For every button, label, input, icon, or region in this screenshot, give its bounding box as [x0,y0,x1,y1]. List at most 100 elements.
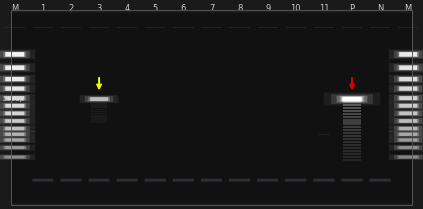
FancyBboxPatch shape [399,146,417,149]
Bar [343,101,361,103]
FancyBboxPatch shape [394,132,423,137]
FancyBboxPatch shape [389,137,423,143]
FancyBboxPatch shape [398,76,419,82]
FancyBboxPatch shape [337,96,367,103]
Bar [145,27,165,28]
Bar [343,147,361,149]
FancyBboxPatch shape [5,138,25,141]
FancyBboxPatch shape [394,64,423,71]
FancyBboxPatch shape [5,127,25,130]
Bar [343,104,361,106]
FancyBboxPatch shape [399,127,417,130]
FancyBboxPatch shape [0,95,30,101]
Bar [343,122,361,125]
Bar [343,116,361,119]
FancyBboxPatch shape [398,103,419,108]
FancyBboxPatch shape [3,155,26,159]
Bar [343,132,361,134]
Text: 2: 2 [69,4,74,13]
FancyBboxPatch shape [5,52,25,57]
FancyBboxPatch shape [398,86,419,91]
Text: 11: 11 [319,4,329,13]
FancyBboxPatch shape [394,76,423,82]
Bar [91,115,107,117]
Bar [33,27,53,28]
FancyBboxPatch shape [5,146,25,149]
FancyBboxPatch shape [389,117,423,125]
FancyBboxPatch shape [3,96,26,101]
Bar [91,106,107,108]
FancyBboxPatch shape [399,52,417,57]
FancyBboxPatch shape [394,51,423,58]
FancyBboxPatch shape [394,155,423,159]
Bar [343,159,361,161]
FancyBboxPatch shape [80,95,118,103]
Bar [286,27,306,28]
Bar [61,27,81,28]
FancyBboxPatch shape [85,96,113,102]
FancyBboxPatch shape [5,87,25,91]
FancyBboxPatch shape [5,104,25,108]
FancyBboxPatch shape [0,155,30,159]
FancyBboxPatch shape [389,102,423,110]
FancyBboxPatch shape [394,85,423,92]
Bar [91,121,107,123]
FancyBboxPatch shape [389,50,423,59]
FancyBboxPatch shape [3,138,26,142]
Bar [89,27,109,28]
FancyBboxPatch shape [0,131,35,138]
FancyBboxPatch shape [0,63,35,72]
FancyBboxPatch shape [399,77,417,81]
FancyBboxPatch shape [0,138,30,142]
Text: 4: 4 [125,4,130,13]
FancyBboxPatch shape [394,145,423,150]
Bar [91,113,107,115]
FancyBboxPatch shape [3,119,26,123]
FancyBboxPatch shape [90,97,108,101]
FancyBboxPatch shape [399,119,417,123]
Bar [343,113,361,115]
FancyBboxPatch shape [398,127,419,131]
FancyBboxPatch shape [341,96,364,102]
FancyBboxPatch shape [0,118,30,124]
FancyBboxPatch shape [370,179,390,182]
Bar [258,27,278,28]
FancyBboxPatch shape [0,94,35,102]
FancyBboxPatch shape [5,77,25,81]
FancyBboxPatch shape [117,179,138,182]
FancyBboxPatch shape [88,97,110,101]
Text: 6: 6 [181,4,186,13]
FancyBboxPatch shape [331,94,373,104]
Bar [343,129,361,131]
FancyBboxPatch shape [398,96,419,101]
FancyBboxPatch shape [313,179,335,182]
FancyBboxPatch shape [324,93,380,106]
FancyBboxPatch shape [173,179,194,182]
FancyBboxPatch shape [389,84,423,93]
Bar [343,144,361,146]
FancyBboxPatch shape [398,132,419,136]
FancyBboxPatch shape [3,146,26,149]
FancyBboxPatch shape [0,64,30,71]
FancyBboxPatch shape [33,179,53,182]
FancyBboxPatch shape [0,154,35,160]
FancyBboxPatch shape [341,179,363,182]
FancyBboxPatch shape [0,85,30,92]
FancyBboxPatch shape [3,111,26,116]
FancyBboxPatch shape [399,156,417,158]
FancyBboxPatch shape [5,111,25,115]
FancyBboxPatch shape [398,138,419,142]
FancyBboxPatch shape [3,132,26,136]
FancyBboxPatch shape [5,133,25,136]
Bar [5,27,25,28]
Bar [343,110,361,112]
FancyBboxPatch shape [389,110,423,117]
Bar [314,27,334,28]
FancyBboxPatch shape [3,86,26,91]
Bar [343,156,361,158]
FancyBboxPatch shape [399,65,417,70]
FancyBboxPatch shape [0,137,35,143]
FancyBboxPatch shape [0,145,35,150]
Bar [343,107,361,109]
Text: 3: 3 [96,4,102,13]
